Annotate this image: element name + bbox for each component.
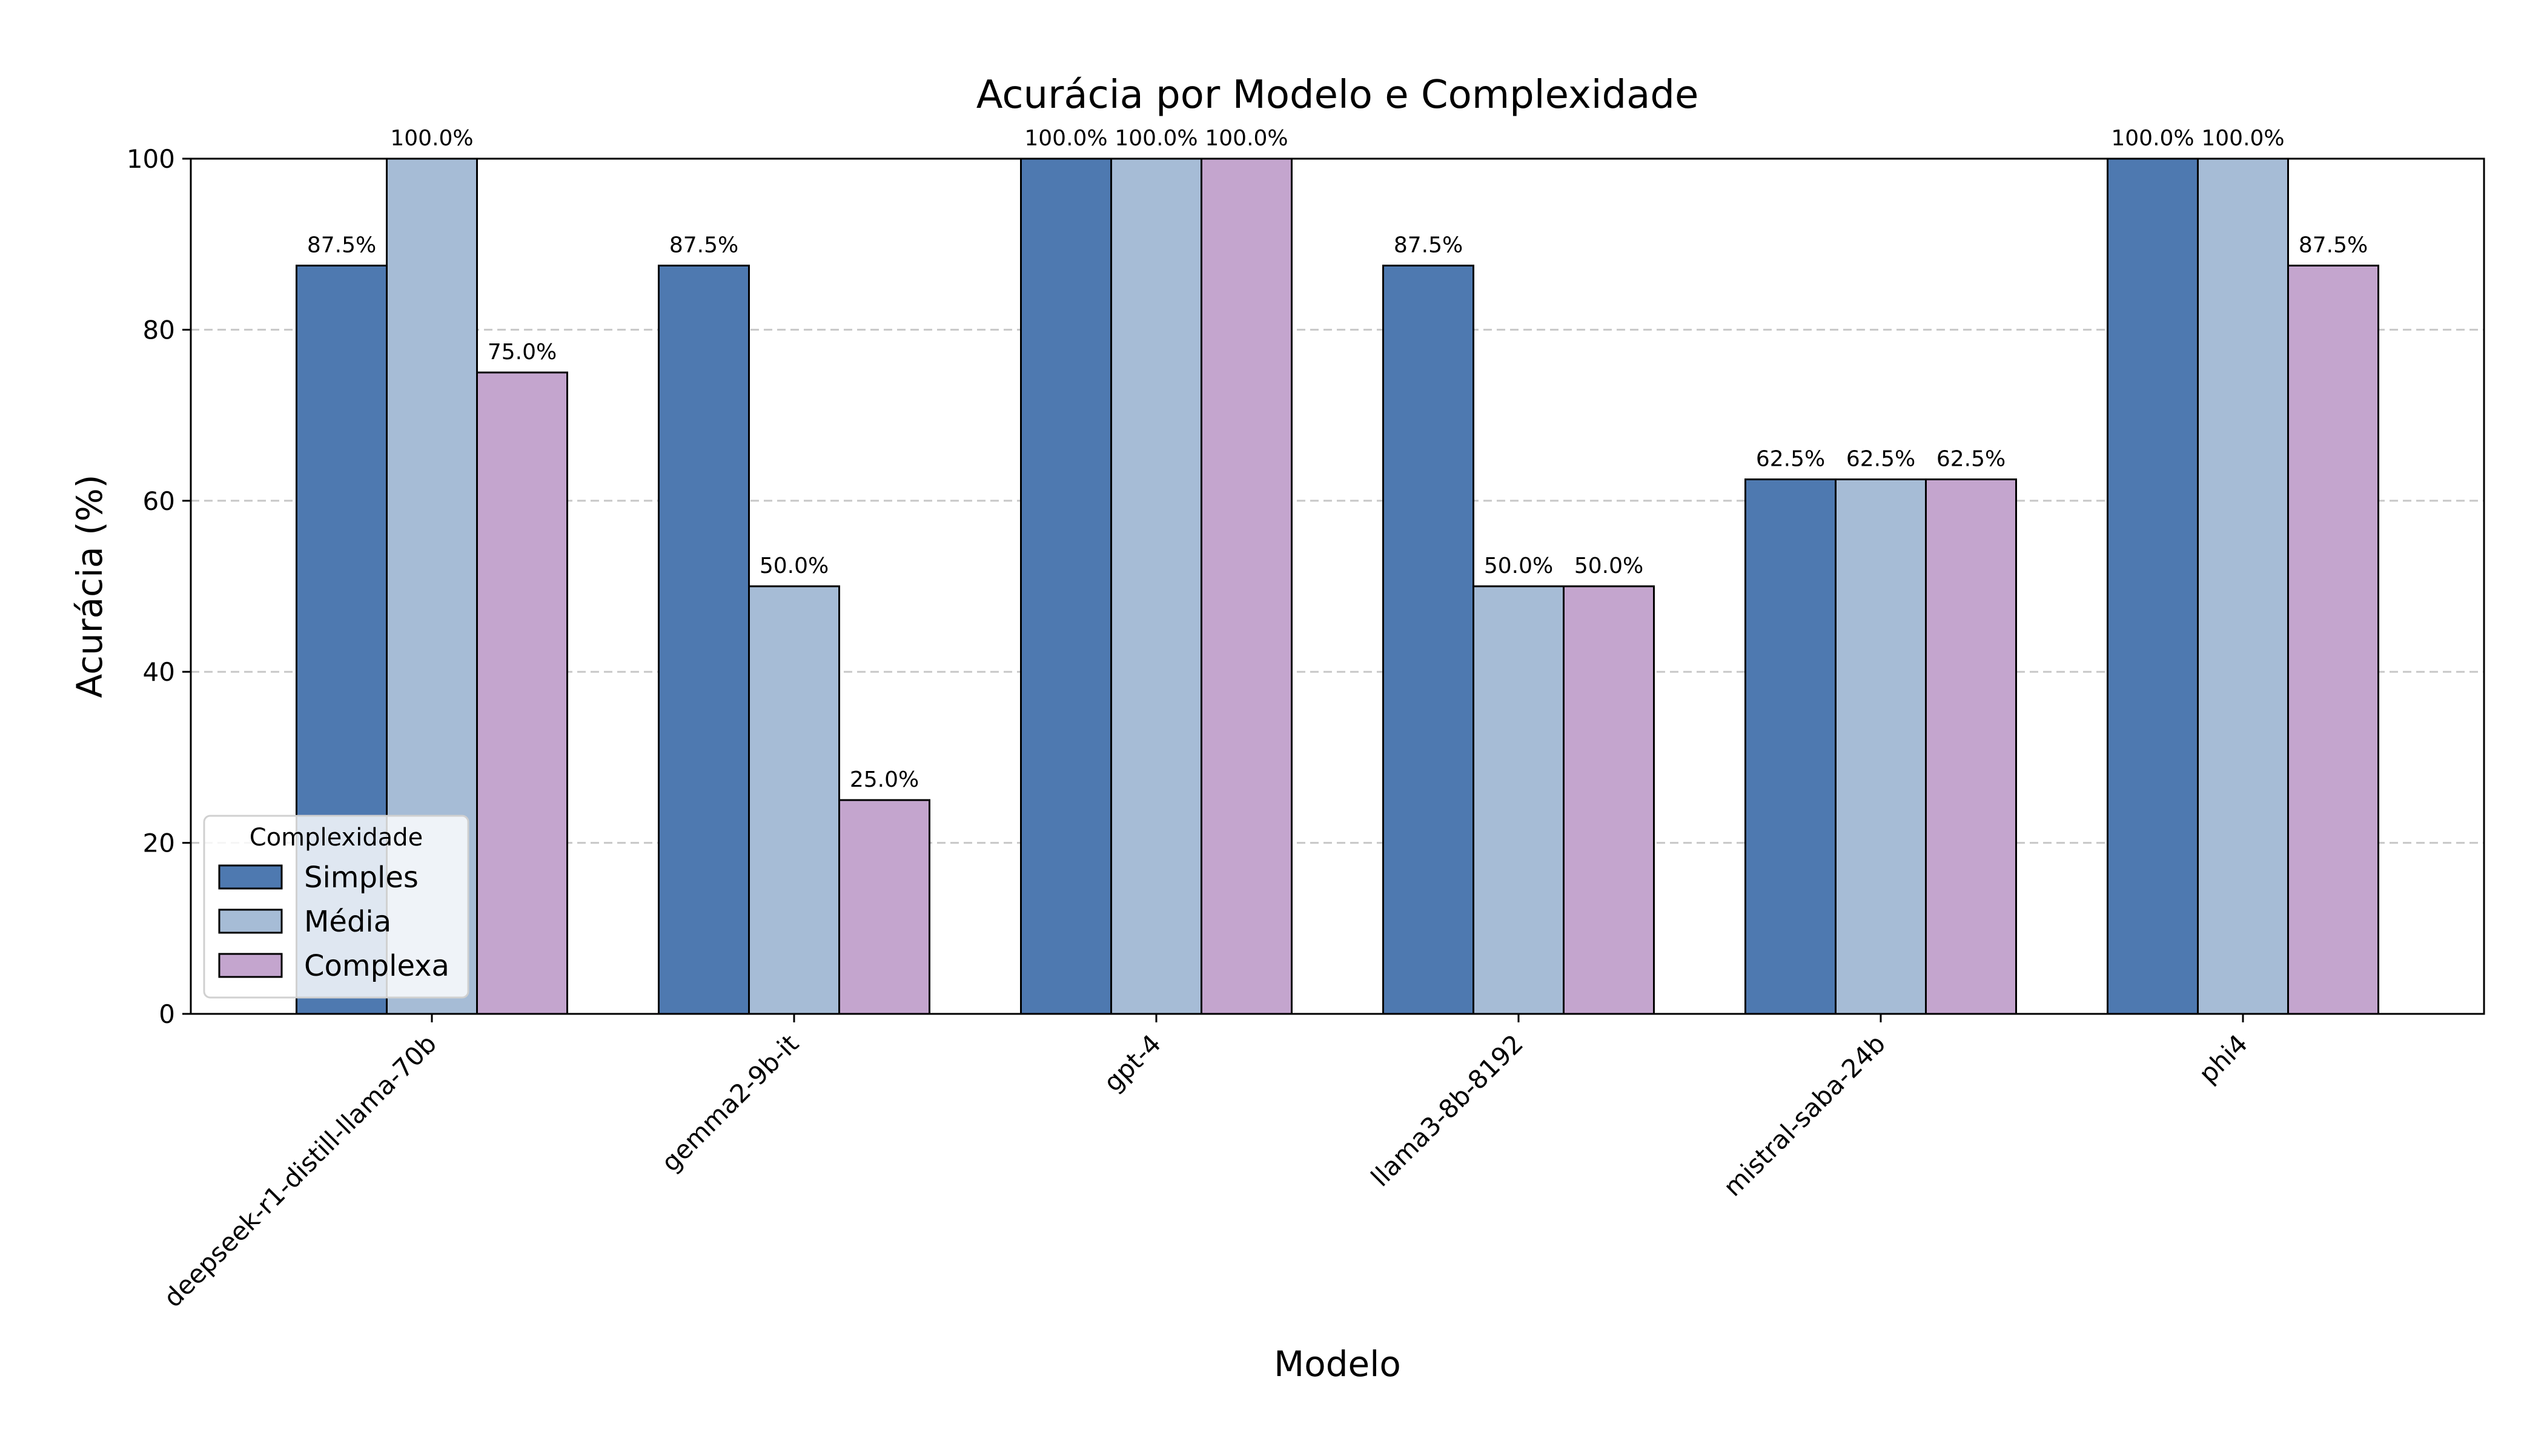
legend-swatch <box>218 908 283 934</box>
bar <box>1563 585 1655 1015</box>
y-tick-label: 60 <box>143 486 175 516</box>
bar <box>2197 157 2289 1015</box>
legend-label: Simples <box>304 861 419 895</box>
y-tick-label: 20 <box>143 829 175 858</box>
chart-title: Acurácia por Modelo e Complexidade <box>976 73 1699 117</box>
bar <box>1201 157 1293 1015</box>
bar-data-label: 25.0% <box>850 767 919 792</box>
bar <box>838 799 930 1015</box>
bar <box>658 265 750 1015</box>
bar-data-label: 100.0% <box>2111 126 2194 151</box>
bar-data-label: 100.0% <box>2201 126 2284 151</box>
bar <box>1835 478 1927 1015</box>
x-axis-label: Modelo <box>1274 1343 1401 1385</box>
bar-data-label: 87.5% <box>669 233 738 258</box>
legend-swatch <box>218 953 283 978</box>
bar <box>2287 265 2379 1015</box>
bar-data-label: 100.0% <box>1205 126 1288 151</box>
bar-data-label: 62.5% <box>1846 447 1915 472</box>
bar <box>1110 157 1202 1015</box>
legend: Complexidade Simples Média Complexa <box>203 815 469 999</box>
bar <box>2107 157 2199 1015</box>
bar-data-label: 87.5% <box>307 233 376 258</box>
bar <box>1925 478 2017 1015</box>
y-tick-label: 80 <box>143 315 175 345</box>
bar-data-label: 50.0% <box>760 554 829 578</box>
y-axis-label: Acurácia (%) <box>69 474 110 698</box>
bar-data-label: 62.5% <box>1756 447 1825 472</box>
y-tick-label: 100 <box>127 144 175 174</box>
bar-data-label: 87.5% <box>1394 233 1463 258</box>
bar-data-label: 50.0% <box>1484 554 1553 578</box>
bar-data-label: 100.0% <box>390 126 473 151</box>
bar <box>1382 265 1474 1015</box>
y-tick-label: 0 <box>159 999 175 1029</box>
bar-data-label: 100.0% <box>1024 126 1107 151</box>
bar <box>1472 585 1565 1015</box>
bar <box>748 585 840 1015</box>
bar-data-label: 87.5% <box>2299 233 2368 258</box>
bar-data-label: 62.5% <box>1936 447 2006 472</box>
bar <box>1020 157 1112 1015</box>
legend-title: Complexidade <box>250 824 423 852</box>
bar-data-label: 50.0% <box>1574 554 1643 578</box>
plot-frame <box>190 157 2485 1015</box>
legend-label: Complexa <box>304 949 449 983</box>
bar <box>476 371 568 1015</box>
bar <box>1744 478 1837 1015</box>
bar-data-label: 100.0% <box>1115 126 1197 151</box>
y-tick-label: 40 <box>143 657 175 687</box>
legend-swatch <box>218 864 283 890</box>
legend-label: Média <box>304 905 391 939</box>
bar-data-label: 75.0% <box>488 340 557 365</box>
legend-box <box>203 815 469 999</box>
